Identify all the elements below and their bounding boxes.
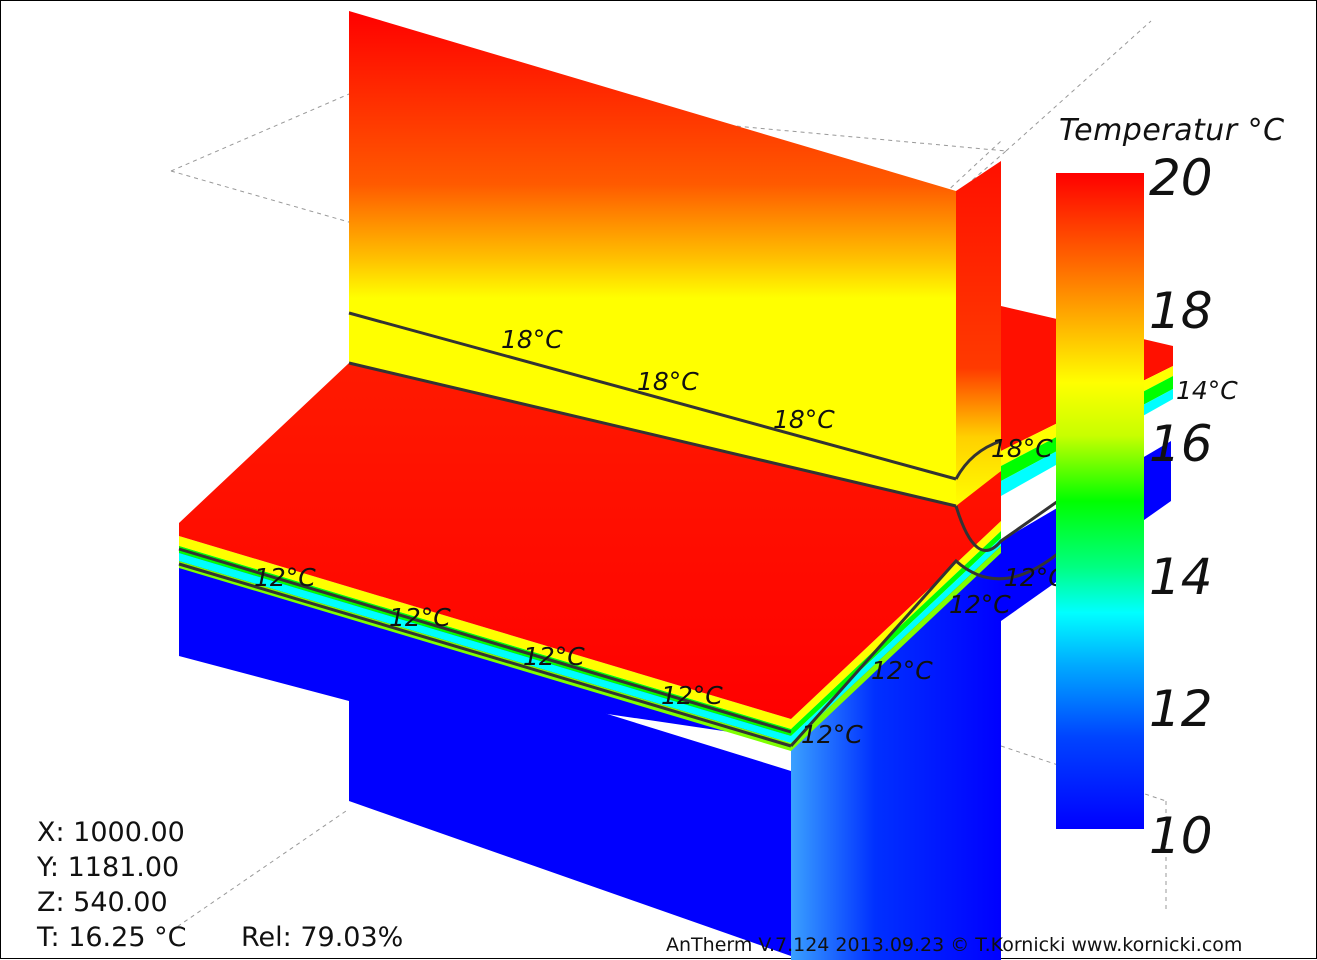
isolines (178, 311, 1062, 748)
legend-tick: 18 (1149, 282, 1213, 340)
isoline-label-12: 12°C (661, 681, 723, 710)
legend-tick: 14 (1149, 548, 1213, 606)
readout-x: X: 1000.00 (37, 817, 185, 848)
wall-front (349, 11, 956, 506)
legend-tick: 12 (1149, 680, 1213, 738)
readout-relative-temperature: Rel: 79.03% (241, 922, 404, 953)
isoline-label-12: 12°C (801, 720, 863, 749)
isoline-label-18: 18°C (991, 434, 1053, 463)
footer-credit: AnTherm V.7.124 2013.09.23 © T.Kornicki … (666, 934, 1243, 956)
isoline-label-12: 12°C (523, 642, 585, 671)
wall-side (956, 161, 1001, 506)
isoline-label-18: 18°C (773, 405, 835, 434)
legend-tick: 20 (1149, 149, 1213, 207)
isoline-label-14: 14°C (1176, 376, 1238, 405)
legend-tick: 16 (1149, 415, 1213, 473)
temperature-color-scale (1056, 173, 1144, 829)
readout-temperature: T: 16.25 °C (37, 922, 187, 953)
isoline-label-18: 18°C (501, 325, 563, 354)
readout-z: Z: 540.00 (37, 887, 168, 918)
isoline-label-12: 12°C (389, 603, 451, 632)
legend-title: Temperatur °C (1059, 113, 1285, 148)
slab-top (179, 363, 1001, 719)
isoline-labels: 18°C 18°C 18°C 18°C 14°C 12°C 12°C 12°C … (254, 325, 1238, 749)
isoline-label-18: 18°C (637, 367, 699, 396)
lower-block-right-side (791, 541, 1001, 960)
isoline-label-12: 12°C (871, 656, 933, 685)
legend-tick: 10 (1149, 807, 1213, 865)
isoline-label-12: 12°C (1004, 563, 1066, 592)
lower-block-left (179, 581, 791, 956)
isoline-label-12: 12°C (949, 590, 1011, 619)
isoline-label-12: 12°C (254, 563, 316, 592)
readout-y: Y: 1181.00 (37, 852, 180, 883)
